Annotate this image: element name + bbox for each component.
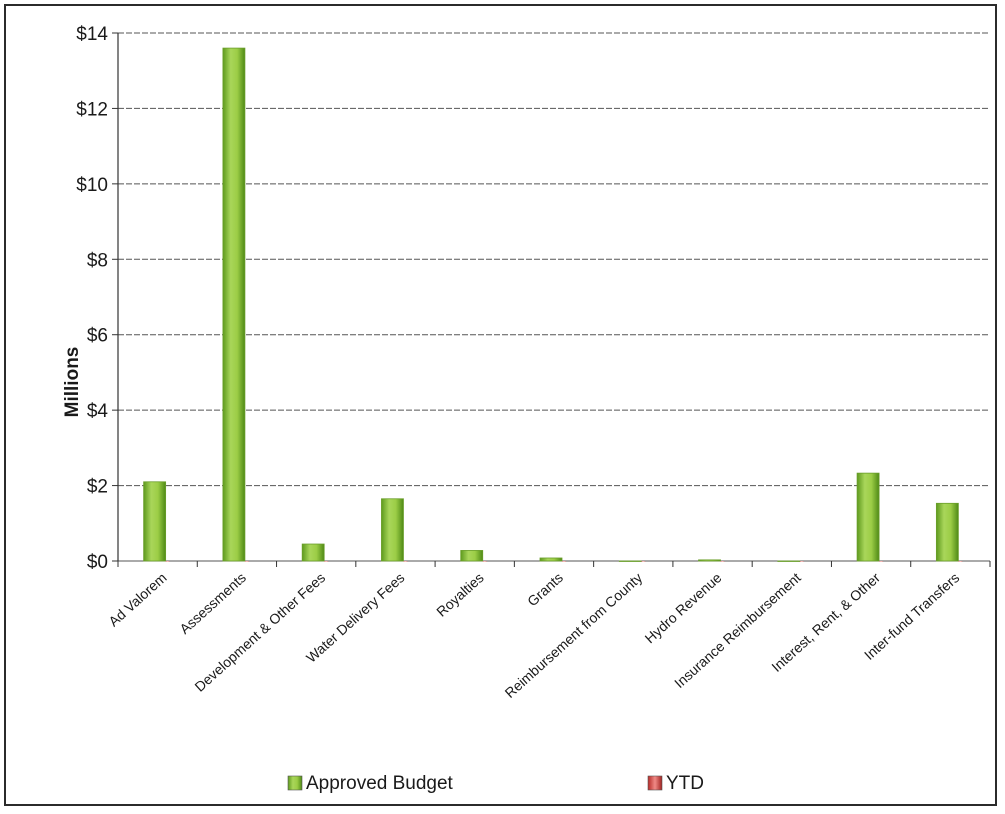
- bar-approved-budget: [777, 560, 801, 562]
- bar-approved-budget: [539, 557, 563, 562]
- bar-ytd: [879, 561, 884, 562]
- bar-approved-budget: [460, 550, 484, 562]
- bar-ytd: [799, 561, 804, 562]
- y-tick-label: $10: [76, 175, 108, 196]
- legend-swatch-approved-budget: [287, 775, 303, 791]
- bar-approved-budget: [301, 543, 325, 562]
- legend-swatch-ytd: [647, 775, 663, 791]
- x-category-label: Ad Valorem: [105, 569, 169, 629]
- y-tick-label: $14: [76, 24, 108, 45]
- y-tick-label: $0: [87, 552, 108, 573]
- bar-ytd: [403, 561, 408, 562]
- bar-approved-budget: [935, 502, 959, 562]
- bar-approved-budget: [222, 47, 246, 562]
- x-category-label: Hydro Revenue: [642, 569, 725, 646]
- bar-ytd: [165, 561, 170, 562]
- bar-ytd: [562, 561, 566, 562]
- bar-approved-budget: [856, 472, 880, 562]
- y-tick-label: $6: [87, 326, 108, 347]
- x-category-label: Royalties: [433, 569, 487, 619]
- x-category-label: Insurance Reimbursement: [671, 569, 804, 691]
- bar-ytd: [958, 561, 963, 562]
- legend-label-approved-budget: Approved Budget: [306, 773, 454, 794]
- bar-ytd: [482, 561, 487, 562]
- bar-approved-budget: [143, 481, 167, 562]
- bar-approved-budget: [698, 559, 721, 562]
- bar-ytd: [244, 561, 249, 562]
- y-axis-title: Millions: [62, 347, 83, 418]
- bar-ytd: [720, 561, 725, 562]
- bar-approved-budget: [618, 560, 642, 562]
- x-category-label: Reimbursement from County: [502, 569, 646, 701]
- y-tick-label: $8: [87, 250, 108, 271]
- chart-frame: [4, 4, 997, 806]
- y-tick-label: $2: [87, 477, 108, 498]
- bar-ytd: [641, 561, 646, 562]
- y-tick-label: $4: [87, 401, 109, 422]
- x-category-label: Development & Other Fees: [191, 569, 328, 694]
- bar-approved-budget: [381, 498, 404, 562]
- legend-label-ytd: YTD: [666, 773, 704, 794]
- x-category-label: Grants: [524, 569, 566, 609]
- x-category-label: Assessments: [176, 569, 249, 637]
- y-tick-label: $12: [76, 99, 108, 120]
- bar-ytd: [324, 561, 329, 562]
